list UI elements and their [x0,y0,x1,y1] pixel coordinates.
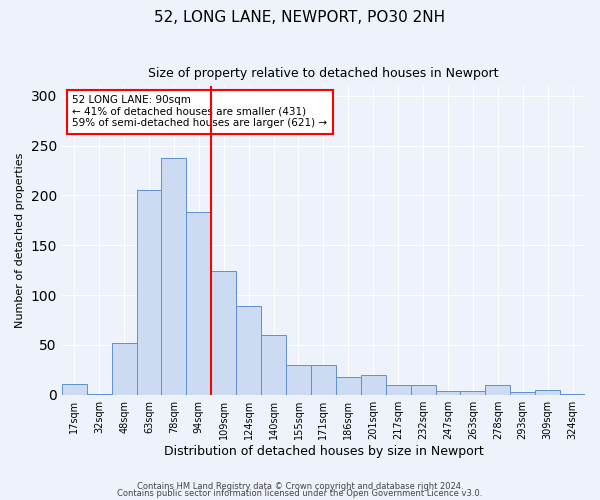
Bar [485,384,510,394]
Bar [261,335,286,394]
Bar [187,212,211,394]
Bar [112,343,137,394]
Text: 52, LONG LANE, NEWPORT, PO30 2NH: 52, LONG LANE, NEWPORT, PO30 2NH [154,10,446,25]
Bar [211,271,236,394]
Bar [535,390,560,394]
X-axis label: Distribution of detached houses by size in Newport: Distribution of detached houses by size … [164,444,483,458]
Bar [161,158,187,394]
Bar [62,384,87,394]
Bar [436,390,460,394]
Bar [460,390,485,394]
Bar [137,190,161,394]
Text: Contains HM Land Registry data © Crown copyright and database right 2024.: Contains HM Land Registry data © Crown c… [137,482,463,491]
Bar [236,306,261,394]
Title: Size of property relative to detached houses in Newport: Size of property relative to detached ho… [148,68,499,80]
Bar [336,377,361,394]
Bar [286,365,311,394]
Text: 52 LONG LANE: 90sqm
← 41% of detached houses are smaller (431)
59% of semi-detac: 52 LONG LANE: 90sqm ← 41% of detached ho… [72,95,328,128]
Bar [361,375,386,394]
Bar [410,384,436,394]
Text: Contains public sector information licensed under the Open Government Licence v3: Contains public sector information licen… [118,489,482,498]
Bar [311,365,336,394]
Y-axis label: Number of detached properties: Number of detached properties [15,152,25,328]
Bar [510,392,535,394]
Bar [386,384,410,394]
